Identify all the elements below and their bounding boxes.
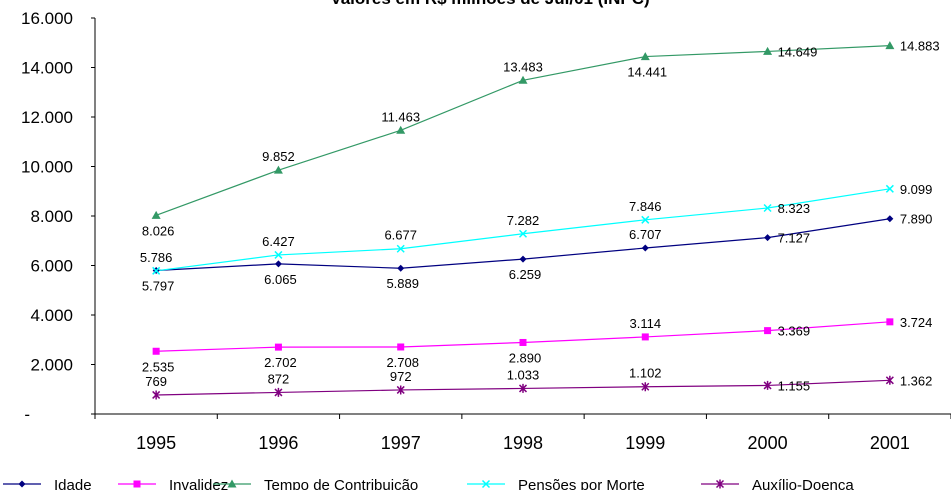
data-label: 13.483: [503, 59, 543, 74]
x-tick-label: 2001: [870, 433, 910, 453]
data-point: [764, 234, 772, 242]
data-point: [641, 215, 650, 224]
data-label: 1.362: [900, 373, 933, 388]
data-label: 14.441: [627, 65, 667, 80]
data-point: [396, 385, 405, 395]
data-point: [18, 480, 26, 488]
data-point: [274, 250, 283, 259]
data-label: 8.323: [778, 201, 811, 216]
data-point: [481, 479, 491, 489]
data-label: 9.099: [900, 182, 933, 197]
data-label: 8.026: [142, 223, 175, 238]
data-point: [763, 380, 772, 390]
data-point: [274, 260, 282, 268]
data-label: 6.065: [264, 272, 297, 287]
data-point: [152, 390, 161, 400]
data-label: 6.707: [629, 227, 662, 242]
data-point: [641, 382, 650, 392]
x-tick-label: 1998: [503, 433, 543, 453]
data-label: 5.797: [142, 279, 175, 294]
y-tick-label: -: [24, 405, 30, 424]
data-label: 3.369: [778, 324, 811, 339]
data-label: 14.649: [778, 44, 818, 59]
data-label: 2.708: [386, 355, 419, 370]
data-label: 3.114: [629, 316, 661, 331]
data-label: 3.724: [900, 315, 933, 330]
data-point: [763, 46, 773, 55]
x-tick-label: 1999: [625, 433, 665, 453]
data-label: 1.155: [778, 378, 811, 393]
y-tick-label: 16.000: [21, 9, 73, 28]
data-point: [152, 266, 161, 275]
x-tick-label: 2000: [748, 433, 788, 453]
data-label: 2.535: [142, 359, 175, 374]
data-point: [274, 343, 282, 351]
data-point: [885, 375, 894, 385]
data-point: [886, 215, 894, 223]
data-point: [397, 264, 405, 272]
y-tick-label: 12.000: [21, 108, 73, 127]
data-label: 2.890: [509, 350, 542, 365]
data-label: 9.852: [262, 149, 295, 164]
data-label: 5.786: [140, 250, 173, 265]
data-point: [763, 203, 772, 213]
data-point: [519, 255, 527, 263]
data-point: [273, 165, 283, 174]
data-point: [885, 184, 894, 193]
data-point: [397, 343, 405, 351]
x-tick-label: 1995: [136, 433, 176, 453]
data-point: [764, 327, 772, 335]
data-point: [640, 52, 650, 61]
data-label: 11.463: [381, 109, 420, 124]
data-label: 7.890: [900, 212, 933, 227]
data-point: [227, 479, 237, 488]
data-point: [715, 479, 725, 489]
x-tick-label: 1996: [258, 433, 298, 453]
data-label: 972: [390, 369, 412, 384]
data-label: 1.102: [629, 366, 662, 381]
y-tick-label: 10.000: [21, 158, 73, 177]
data-point: [885, 41, 895, 50]
data-point: [518, 229, 528, 238]
data-point: [641, 333, 649, 341]
data-point: [518, 75, 528, 84]
data-point: [151, 210, 161, 219]
data-label: 7.127: [778, 231, 811, 246]
data-label: 6.427: [262, 234, 295, 249]
legend-label-2: Tempo de Contribuição: [264, 477, 418, 490]
legend-label-0: Idade: [54, 477, 92, 490]
data-label: 872: [268, 371, 290, 386]
data-point: [133, 480, 141, 488]
chart-title: Valores em R$ milhões de Jul/01 (INPC): [330, 0, 649, 8]
data-label: 6.677: [384, 228, 417, 243]
data-point: [396, 125, 406, 134]
data-point: [886, 318, 894, 326]
y-tick-label: 2.000: [30, 356, 73, 375]
data-point: [152, 347, 160, 355]
y-tick-label: 4.000: [30, 306, 73, 325]
data-label: 6.259: [509, 267, 542, 282]
data-label: 14.883: [900, 39, 940, 54]
y-tick-label: 14.000: [21, 59, 73, 78]
legend-label-4: Auxílio-Doença: [752, 477, 854, 490]
data-point: [641, 244, 649, 252]
data-label: 2.702: [264, 355, 297, 370]
y-tick-label: 6.000: [30, 257, 73, 276]
data-label: 5.889: [386, 276, 419, 291]
data-label: 1.033: [507, 367, 540, 382]
y-tick-label: 8.000: [30, 207, 73, 226]
data-point: [518, 383, 528, 393]
data-point: [519, 338, 527, 346]
data-point: [396, 244, 405, 253]
data-label: 769: [145, 374, 167, 389]
legend-label-3: Pensões por Morte: [518, 477, 645, 490]
data-label: 7.846: [629, 199, 662, 214]
x-tick-label: 1997: [381, 433, 421, 453]
legend-label-1: Invalidez: [169, 477, 228, 490]
data-label: 7.282: [507, 213, 540, 228]
data-point: [274, 387, 283, 397]
